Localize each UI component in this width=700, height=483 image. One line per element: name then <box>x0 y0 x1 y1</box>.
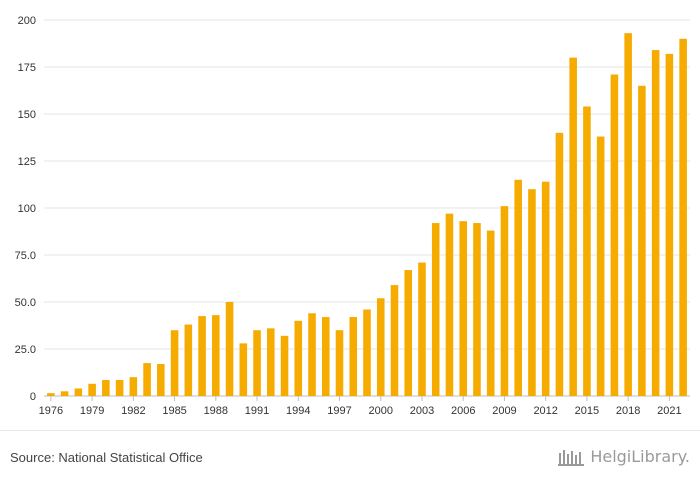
bar-2019[interactable] <box>638 85 646 397</box>
bar-1992[interactable] <box>267 328 275 396</box>
bar-2002[interactable] <box>404 270 413 396</box>
bar-1988[interactable] <box>212 315 220 396</box>
bar-1982[interactable] <box>129 377 138 396</box>
brand-logo[interactable]: HelgiLibrary. <box>558 447 690 466</box>
bar-2008[interactable] <box>486 230 495 396</box>
bar-1986[interactable] <box>184 324 193 396</box>
x-tick-label: 1988 <box>204 405 228 417</box>
bar-2017[interactable] <box>610 74 619 397</box>
bar-1998[interactable] <box>349 317 358 396</box>
x-tick-label: 2015 <box>575 405 599 417</box>
bar-1999[interactable] <box>363 309 371 396</box>
bar-2018[interactable] <box>624 33 632 396</box>
bar-2003[interactable] <box>418 262 426 396</box>
x-tick-label: 1985 <box>162 405 186 417</box>
bar-2020[interactable] <box>651 50 660 397</box>
bar-1981[interactable] <box>115 380 124 396</box>
bar-1980[interactable] <box>102 380 110 396</box>
bar-chart: 0 25.0 50.0 75.0 100 125 150 175 200 1976 1979 1982… <box>15 15 690 417</box>
bar-1993[interactable] <box>280 335 289 396</box>
y-tick-label: 50.0 <box>15 297 36 309</box>
bar-1994[interactable] <box>294 320 303 396</box>
bar-2011[interactable] <box>528 189 536 396</box>
y-tick-label: 200 <box>18 15 36 27</box>
x-tick-label: 2009 <box>492 405 516 417</box>
source-note: Source: National Statistical Office <box>10 450 203 465</box>
bar-1991[interactable] <box>253 330 261 396</box>
bar-2015[interactable] <box>583 106 591 396</box>
bar-1989[interactable] <box>225 302 234 396</box>
chart-area: 0 25.0 50.0 75.0 100 125 150 175 200 1976 1979 1982… <box>15 15 690 417</box>
bar-2007[interactable] <box>473 223 481 396</box>
x-tick-label: 1979 <box>80 405 104 417</box>
bar-2005[interactable] <box>445 213 454 396</box>
bar-1995[interactable] <box>308 313 316 396</box>
x-tick-label: 2003 <box>410 405 434 417</box>
library-icon <box>558 449 585 466</box>
x-tick-label: 1997 <box>327 405 351 417</box>
bar-2004[interactable] <box>431 223 440 396</box>
x-tick-label: 2006 <box>451 405 475 417</box>
bar-2006[interactable] <box>459 221 467 396</box>
x-tick-label: 2021 <box>657 405 681 417</box>
y-tick-label: 125 <box>18 156 36 168</box>
y-tick-label: 0 <box>30 391 36 403</box>
bar-1987[interactable] <box>198 316 206 396</box>
bar-2010[interactable] <box>514 179 522 396</box>
y-tick-label: 75.0 <box>15 250 36 262</box>
x-tick-label: 1976 <box>39 405 63 417</box>
bar-1985[interactable] <box>170 330 179 396</box>
bar-2014[interactable] <box>569 57 577 396</box>
bar-1976[interactable] <box>47 393 55 396</box>
x-tick-label: 2018 <box>616 405 640 417</box>
footer-divider <box>0 430 700 431</box>
bar-2021[interactable] <box>665 53 674 397</box>
x-tick-label: 1982 <box>121 405 145 417</box>
bar-2013[interactable] <box>555 132 564 397</box>
x-tick-label: 2000 <box>369 405 393 417</box>
bar-1977[interactable] <box>60 391 69 396</box>
bar-1983[interactable] <box>143 363 151 396</box>
bar-2022[interactable] <box>679 38 687 397</box>
bar-1996[interactable] <box>321 317 330 396</box>
bar-2009[interactable] <box>500 206 509 396</box>
bar-1984[interactable] <box>157 364 165 396</box>
bar-1979[interactable] <box>88 383 96 396</box>
bar-2001[interactable] <box>390 285 399 396</box>
y-tick-label: 150 <box>18 109 36 121</box>
x-tick-label: 1991 <box>245 405 269 417</box>
y-tick-label: 100 <box>18 203 36 215</box>
bar-1978[interactable] <box>74 388 83 396</box>
bar-1997[interactable] <box>335 330 344 396</box>
bar-1990[interactable] <box>239 343 248 396</box>
brand-name: HelgiLibrary. <box>590 447 690 466</box>
x-tick-label: 1994 <box>286 405 310 417</box>
x-tick-label: 2012 <box>533 405 557 417</box>
bar-2016[interactable] <box>596 136 605 396</box>
y-tick-label: 175 <box>18 62 36 74</box>
bar-2000[interactable] <box>376 298 385 396</box>
y-tick-label: 25.0 <box>15 344 36 356</box>
bar-2012[interactable] <box>541 181 550 396</box>
